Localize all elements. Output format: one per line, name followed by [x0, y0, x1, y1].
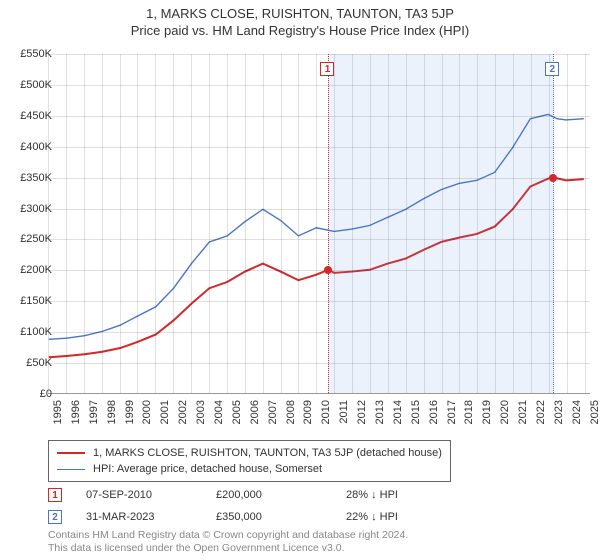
page-subtitle: Price paid vs. HM Land Registry's House …	[0, 21, 600, 42]
reference-marker: 1	[320, 62, 334, 76]
shaded-region	[328, 54, 553, 393]
figure-root: 1, MARKS CLOSE, RUISHTON, TAUNTON, TA3 5…	[0, 0, 600, 560]
x-axis-label: 2007	[267, 400, 279, 424]
transaction-date: 31-MAR-2023	[86, 511, 216, 523]
y-axis-label: £200K	[8, 264, 52, 276]
gridline-vertical	[227, 54, 228, 393]
y-axis-label: £550K	[8, 48, 52, 60]
reference-marker: 2	[545, 62, 559, 76]
transaction-row: 2 31-MAR-2023 £350,000 22% ↓ HPI	[48, 510, 590, 524]
gridline-vertical	[298, 54, 299, 393]
data-point-marker	[324, 266, 332, 274]
x-axis-label: 2003	[195, 400, 207, 424]
x-axis-label: 2019	[481, 400, 493, 424]
x-axis-label: 2021	[517, 400, 529, 424]
y-axis-label: £250K	[8, 233, 52, 245]
page-title: 1, MARKS CLOSE, RUISHTON, TAUNTON, TA3 5…	[0, 0, 600, 21]
transaction-delta: 28% ↓ HPI	[346, 489, 476, 501]
y-axis-label: £100K	[8, 326, 52, 338]
x-axis-label: 2011	[338, 400, 350, 424]
gridline-vertical	[191, 54, 192, 393]
y-axis-label: £0	[8, 388, 52, 400]
x-axis-label: 2002	[177, 400, 189, 424]
x-axis-label: 2023	[553, 400, 565, 424]
y-axis-label: £350K	[8, 172, 52, 184]
y-axis-label: £450K	[8, 110, 52, 122]
gridline-vertical	[585, 54, 586, 393]
x-axis-label: 2014	[392, 400, 404, 424]
gridline-vertical	[245, 54, 246, 393]
chart-legend: 1, MARKS CLOSE, RUISHTON, TAUNTON, TA3 5…	[48, 440, 451, 482]
legend-item: HPI: Average price, detached house, Some…	[57, 461, 442, 477]
x-axis-label: 1998	[106, 400, 118, 424]
y-axis-label: £300K	[8, 203, 52, 215]
y-axis-label: £500K	[8, 79, 52, 91]
x-axis-label: 1995	[52, 400, 64, 424]
gridline-vertical	[263, 54, 264, 393]
gridline-vertical	[316, 54, 317, 393]
x-axis-label: 2016	[428, 400, 440, 424]
gridline-vertical	[102, 54, 103, 393]
x-axis-label: 1997	[88, 400, 100, 424]
x-axis-label: 1996	[70, 400, 82, 424]
x-axis-label: 2015	[410, 400, 422, 424]
x-axis-label: 1999	[124, 400, 136, 424]
chart-plot-area: 12	[48, 54, 590, 394]
gridline-vertical	[137, 54, 138, 393]
legend-label: HPI: Average price, detached house, Some…	[93, 463, 322, 475]
transaction-price: £200,000	[216, 489, 346, 501]
reference-line	[553, 54, 554, 393]
footer-attribution: Contains HM Land Registry data © Crown c…	[48, 529, 408, 556]
transaction-date: 07-SEP-2010	[86, 489, 216, 501]
gridline-vertical	[48, 54, 49, 393]
legend-swatch	[57, 469, 85, 470]
transaction-delta: 22% ↓ HPI	[346, 511, 476, 523]
x-axis-label: 2024	[571, 400, 583, 424]
x-axis-label: 2025	[589, 400, 600, 424]
footer-line: This data is licensed under the Open Gov…	[48, 542, 408, 556]
legend-item: 1, MARKS CLOSE, RUISHTON, TAUNTON, TA3 5…	[57, 445, 442, 461]
y-axis-label: £50K	[8, 357, 52, 369]
y-axis-label: £400K	[8, 141, 52, 153]
x-axis-label: 2020	[499, 400, 511, 424]
gridline-vertical	[66, 54, 67, 393]
gridline-vertical	[209, 54, 210, 393]
transaction-marker: 2	[48, 510, 62, 524]
gridline-vertical	[281, 54, 282, 393]
x-axis-label: 2012	[356, 400, 368, 424]
gridline-vertical	[120, 54, 121, 393]
x-axis-label: 2013	[374, 400, 386, 424]
data-point-marker	[549, 174, 557, 182]
x-axis-label: 2018	[463, 400, 475, 424]
x-axis-label: 2005	[231, 400, 243, 424]
footer-line: Contains HM Land Registry data © Crown c…	[48, 529, 408, 543]
gridline-vertical	[567, 54, 568, 393]
x-axis-label: 2017	[446, 400, 458, 424]
gridline-vertical	[84, 54, 85, 393]
legend-label: 1, MARKS CLOSE, RUISHTON, TAUNTON, TA3 5…	[93, 447, 442, 459]
x-axis-label: 2000	[141, 400, 153, 424]
transaction-row: 1 07-SEP-2010 £200,000 28% ↓ HPI	[48, 488, 590, 502]
x-axis-label: 2010	[320, 400, 332, 424]
gridline-vertical	[173, 54, 174, 393]
x-axis-label: 2009	[302, 400, 314, 424]
reference-line	[328, 54, 329, 393]
x-axis-label: 2006	[249, 400, 261, 424]
x-axis-label: 2001	[159, 400, 171, 424]
transaction-marker: 1	[48, 488, 62, 502]
y-axis-label: £150K	[8, 295, 52, 307]
transaction-price: £350,000	[216, 511, 346, 523]
legend-swatch	[57, 452, 85, 454]
x-axis-label: 2008	[285, 400, 297, 424]
x-axis-label: 2004	[213, 400, 225, 424]
gridline-vertical	[155, 54, 156, 393]
x-axis-label: 2022	[535, 400, 547, 424]
